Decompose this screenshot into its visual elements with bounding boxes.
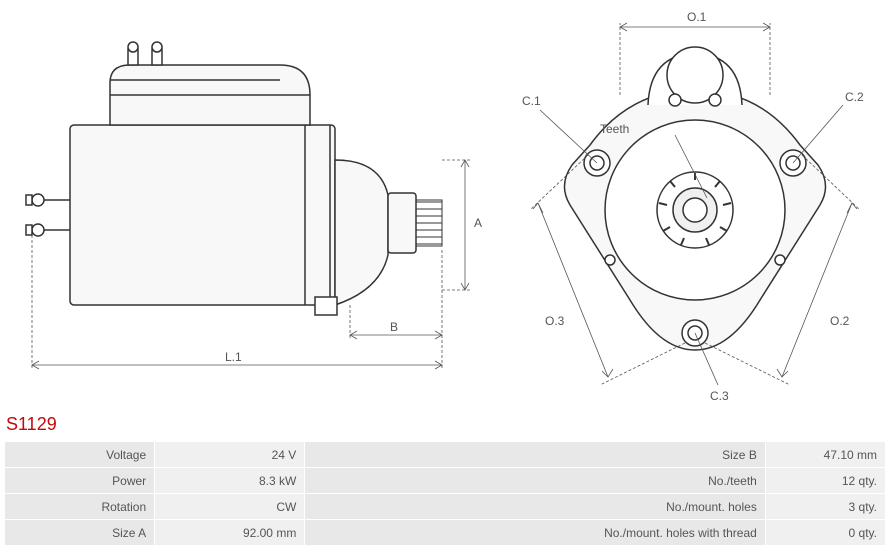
spec-label: No./teeth: [305, 468, 766, 494]
teeth-label: Teeth: [600, 122, 629, 136]
spec-value: 24 V: [155, 442, 305, 468]
spec-value: 47.10 mm: [765, 442, 885, 468]
face-view-diagram: O.1 C.1 C.2 Teeth: [500, 5, 885, 405]
spec-label: No./mount. holes: [305, 494, 766, 520]
spec-table: Voltage 24 V Size B 47.10 mm Power 8.3 k…: [4, 441, 886, 546]
table-row: Size A 92.00 mm No./mount. holes with th…: [5, 520, 886, 546]
table-row: Power 8.3 kW No./teeth 12 qty.: [5, 468, 886, 494]
spec-value: 12 qty.: [765, 468, 885, 494]
spec-label: No./mount. holes with thread: [305, 520, 766, 546]
dim-l1-label: L.1: [225, 350, 242, 364]
spec-label: Power: [5, 468, 155, 494]
table-row: Voltage 24 V Size B 47.10 mm: [5, 442, 886, 468]
diagram-area: A B L.1: [0, 0, 889, 410]
side-view-diagram: A B L.1: [10, 5, 490, 405]
dim-o3-label: O.3: [545, 314, 565, 328]
dim-o2-label: O.2: [830, 314, 850, 328]
dim-a-label: A: [474, 216, 482, 230]
spec-label: Size A: [5, 520, 155, 546]
dim-c3-label: C.3: [710, 389, 729, 403]
spec-label: Voltage: [5, 442, 155, 468]
spec-label: Rotation: [5, 494, 155, 520]
dim-b-label: B: [390, 320, 398, 334]
table-row: Rotation CW No./mount. holes 3 qty.: [5, 494, 886, 520]
spec-value: 8.3 kW: [155, 468, 305, 494]
dim-o1-label: O.1: [687, 10, 707, 24]
spec-value: 92.00 mm: [155, 520, 305, 546]
dim-c1-label: C.1: [522, 94, 541, 108]
product-code: S1129: [0, 410, 889, 441]
spec-value: CW: [155, 494, 305, 520]
spec-label: Size B: [305, 442, 766, 468]
spec-value: 3 qty.: [765, 494, 885, 520]
dim-c2-label: C.2: [845, 90, 864, 104]
spec-value: 0 qty.: [765, 520, 885, 546]
